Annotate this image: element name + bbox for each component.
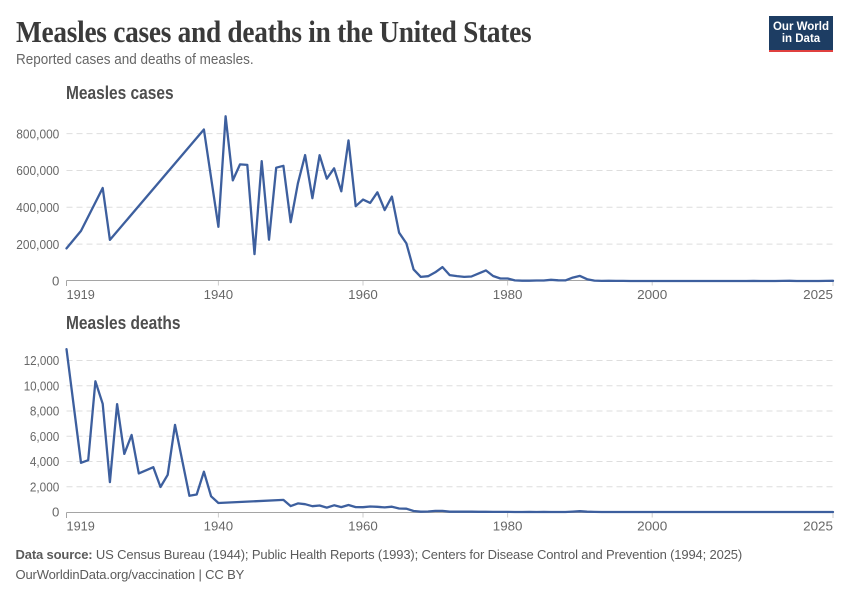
svg-text:6,000: 6,000	[30, 429, 59, 444]
svg-text:1960: 1960	[348, 287, 378, 302]
svg-text:200,000: 200,000	[16, 237, 59, 252]
svg-text:1980: 1980	[493, 518, 523, 533]
svg-text:1940: 1940	[204, 518, 233, 533]
svg-text:1980: 1980	[493, 287, 523, 302]
svg-text:1919: 1919	[67, 287, 95, 302]
svg-text:2000: 2000	[637, 518, 667, 533]
svg-text:2025: 2025	[803, 287, 833, 302]
svg-text:0: 0	[52, 274, 59, 289]
svg-text:1919: 1919	[67, 518, 95, 533]
svg-text:1960: 1960	[348, 518, 378, 533]
svg-text:8,000: 8,000	[30, 404, 59, 419]
svg-text:400,000: 400,000	[16, 200, 59, 215]
svg-text:600,000: 600,000	[16, 163, 59, 178]
svg-text:12,000: 12,000	[24, 353, 60, 368]
svg-text:0: 0	[52, 505, 59, 520]
svg-text:2025: 2025	[803, 518, 833, 533]
svg-text:2,000: 2,000	[30, 479, 59, 494]
svg-text:2000: 2000	[637, 287, 667, 302]
svg-text:800,000: 800,000	[16, 126, 59, 141]
svg-text:4,000: 4,000	[30, 454, 59, 469]
svg-text:1940: 1940	[204, 287, 233, 302]
svg-text:10,000: 10,000	[24, 378, 60, 393]
